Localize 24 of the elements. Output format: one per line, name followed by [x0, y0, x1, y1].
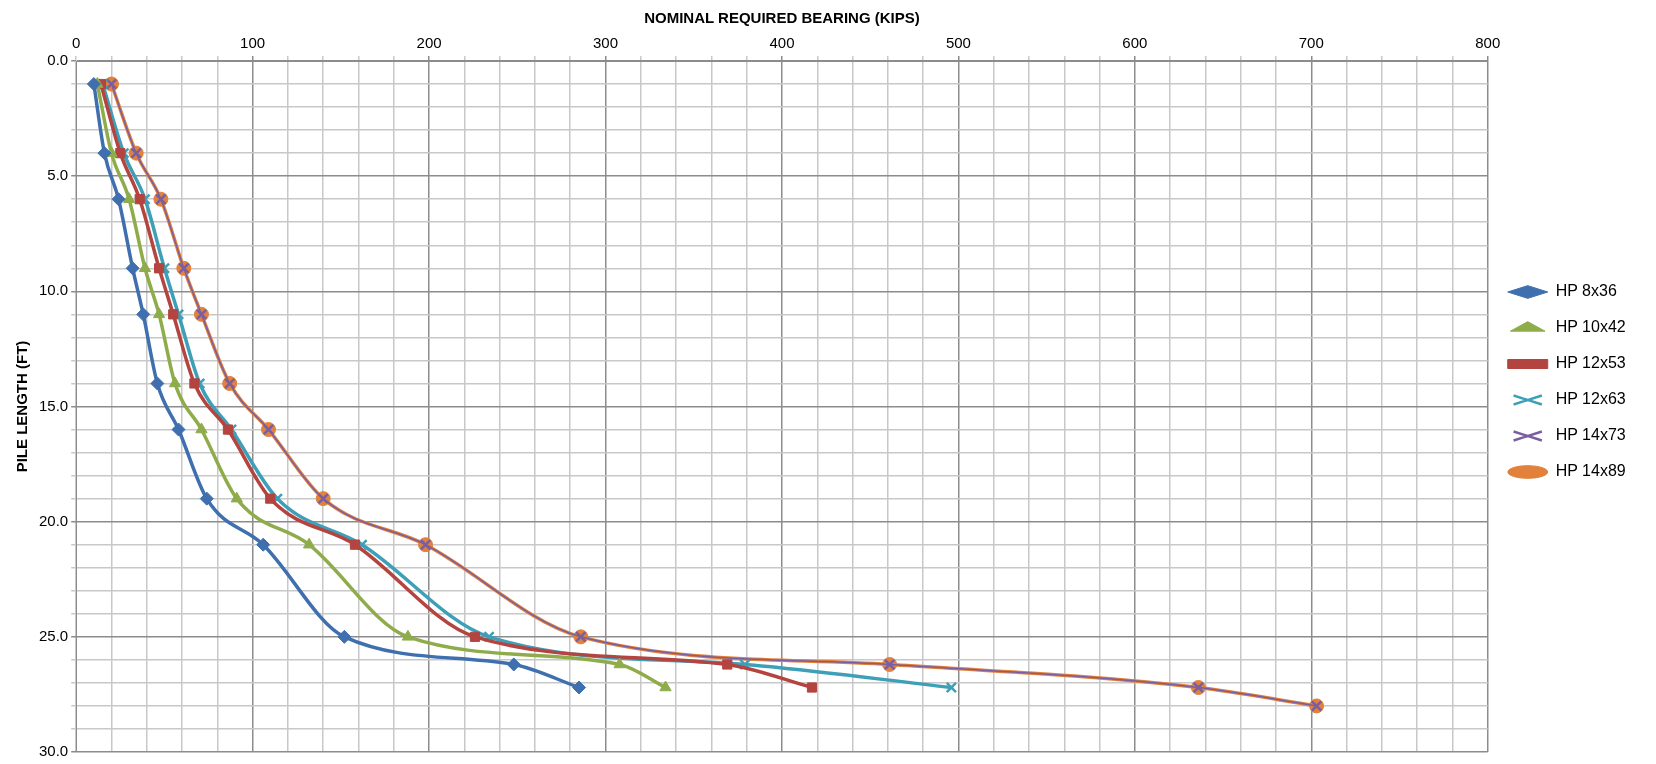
- x-tick-label: 700: [1298, 34, 1324, 52]
- y-tick-label: 5.0: [47, 166, 69, 184]
- y-axis-title: PILE LENGTH (FT): [13, 340, 31, 473]
- legend-label: HP 8x36: [1555, 282, 1617, 300]
- y-tick-label: 25.0: [38, 626, 69, 644]
- legend-label: HP 10x42: [1555, 318, 1626, 336]
- x-tick-label: 600: [1122, 34, 1148, 52]
- x-tick-label: 0: [72, 34, 81, 52]
- x-tick-label: 300: [593, 34, 619, 52]
- x-tick-label: 400: [769, 34, 795, 52]
- legend-label: HP 12x63: [1555, 390, 1626, 408]
- x-tick-label: 100: [240, 34, 266, 52]
- y-tick-label: 30.0: [38, 742, 69, 760]
- x-tick-label: 800: [1475, 34, 1501, 52]
- x-tick-label: 200: [416, 34, 442, 52]
- y-tick-label: 15.0: [38, 396, 69, 414]
- legend-label: HP 14x73: [1555, 426, 1626, 444]
- legend-label: HP 14x89: [1555, 462, 1626, 480]
- x-axis-title: NOMINAL REQUIRED BEARING (KIPS): [644, 9, 920, 27]
- y-tick-label: 0.0: [47, 51, 69, 69]
- legend-label: HP 12x53: [1555, 354, 1626, 372]
- x-tick-label: 500: [945, 34, 971, 52]
- y-tick-label: 10.0: [38, 281, 69, 299]
- y-tick-label: 20.0: [38, 511, 69, 529]
